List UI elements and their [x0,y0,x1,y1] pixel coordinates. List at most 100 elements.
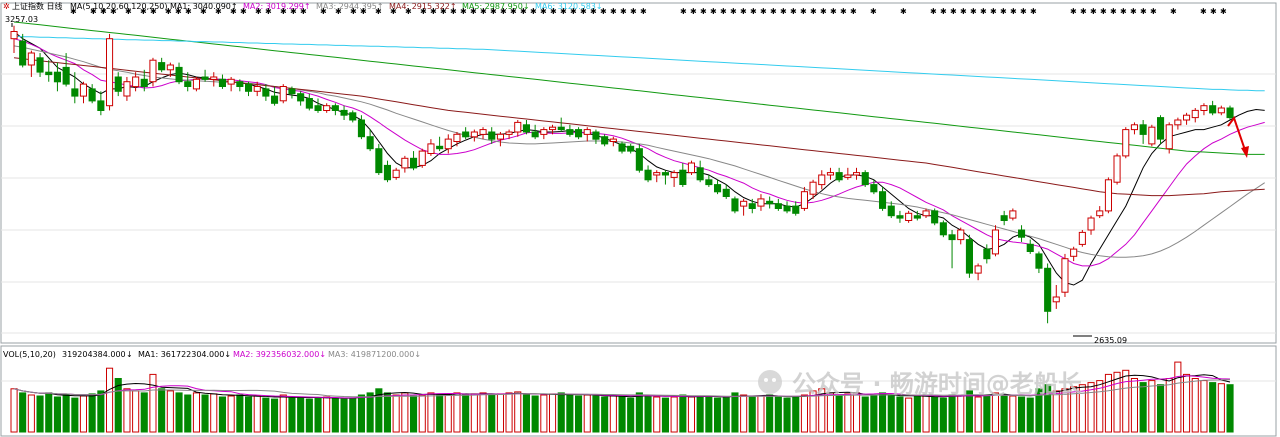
event-marker: ✱ [520,7,527,16]
candle [844,167,852,180]
volume-bar [245,396,253,433]
volume-bar [201,394,209,433]
candle [748,198,756,214]
volume-bar [349,397,357,433]
volume-bar [1148,380,1156,433]
event-marker: ✱ [240,7,247,16]
event-marker: ✱ [460,7,467,16]
candle [149,57,157,87]
event-marker: ✱ [680,7,687,16]
volume-bar [540,394,548,433]
volume-bar [618,396,626,433]
candle [1018,225,1026,242]
event-marker: ✱ [480,7,487,16]
volume-bar [566,394,574,433]
candle [1165,122,1173,154]
volume-bar [748,396,756,433]
volume-bar [1130,378,1139,433]
candle [705,175,713,187]
candle [19,33,27,68]
candle [887,201,895,219]
event-marker: ✱ [70,7,77,16]
candle [410,151,418,171]
event-marker: ✱ [265,7,272,16]
volume-bar [410,395,418,433]
candle [1157,115,1165,144]
candle [722,184,730,199]
ma-item-2: MA2: 3019.299↑ [243,2,311,11]
candle [800,186,809,211]
volume-bar [218,396,226,433]
candle [896,210,904,223]
ma-item-6: MA6: 3120.583↓ [535,2,603,11]
candle [766,196,774,209]
event-marker: ✱ [980,7,987,16]
candle [1130,122,1139,135]
volume-bar [453,392,461,433]
volume-bar [575,395,583,433]
volume-bar [305,398,313,433]
candle [913,210,921,221]
event-marker: ✱ [500,7,507,16]
candle [436,136,444,152]
candle [88,84,96,104]
candle [861,170,869,187]
candle [965,234,974,278]
event-marker: ✱ [960,7,967,16]
event-marker: ✱ [430,7,437,16]
volume-bar [514,391,522,433]
candle [566,124,574,137]
volume-bar [792,396,800,433]
volume-bar [627,397,635,433]
volume-bar [1104,373,1113,433]
ma-item-3: MA3: 2944.395↑ [316,2,384,11]
volume-bar [1191,378,1199,433]
candle [175,62,183,85]
candle [71,72,79,104]
candle [288,86,296,99]
candle [1052,285,1060,309]
volume-bar [549,393,557,433]
event-marker: ✱ [140,7,147,16]
candle [123,76,131,101]
settings-icon[interactable]: ✲ [3,2,10,11]
candle [661,170,670,185]
volume-bar [488,394,496,433]
candle [106,33,114,111]
event-marker: ✱ [750,7,757,16]
vol-ma-item-1: MA1: 361722304.000↓ [138,350,231,359]
volume-bar [36,395,44,433]
volume-bar [905,397,913,433]
event-marker: ✱ [900,7,907,16]
candle [1000,210,1008,226]
ma-line-ma5 [13,21,1265,155]
volume-bar [436,394,444,433]
event-marker: ✱ [150,7,157,16]
candle [1070,246,1078,262]
event-marker: ✱ [730,7,737,16]
candle [853,167,861,180]
volume-bar [45,392,53,433]
candle [601,134,609,147]
candle [696,160,704,183]
volume-bar [1157,384,1165,433]
event-marker: ✱ [440,7,447,16]
volume-bars [10,361,1234,433]
volume-panel-frame [0,345,1277,437]
vol-value: 319204384.000 [62,350,126,359]
vol-value-arrow: ↓ [126,350,133,359]
candle [714,179,722,195]
event-marker: ✱ [215,7,222,16]
event-marker: ✱ [770,7,777,16]
candle [618,141,626,154]
event-marker: ✱ [790,7,797,16]
volume-bar [696,395,704,433]
volume-bar [53,396,62,433]
candle [479,127,487,140]
event-marker: ✱ [1000,7,1007,16]
candle [731,196,739,214]
volume-bar [844,393,852,433]
down-arrow-icon [1227,115,1249,158]
ma-line-ma6 [13,35,1265,92]
